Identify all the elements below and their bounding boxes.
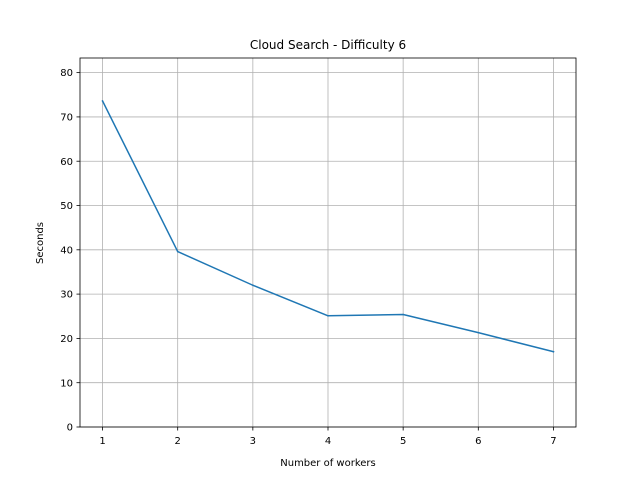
y-tick-label: 40 bbox=[60, 245, 73, 256]
chart-title: Cloud Search - Difficulty 6 bbox=[250, 38, 406, 52]
data-point bbox=[552, 350, 555, 353]
y-tick-label: 20 bbox=[60, 334, 73, 345]
data-point bbox=[402, 313, 404, 316]
y-tick-label: 60 bbox=[60, 157, 73, 168]
x-tick-label: 2 bbox=[175, 436, 181, 447]
y-tick-label: 70 bbox=[60, 113, 73, 124]
plot-lines bbox=[101, 99, 555, 353]
x-axis-ticks: 1 2 3 4 5 6 7 bbox=[99, 427, 557, 447]
y-tick-label: 30 bbox=[60, 290, 73, 301]
x-tick-label: 5 bbox=[400, 436, 406, 447]
data-point bbox=[477, 331, 480, 334]
y-axis-ticks: 0 10 20 30 40 50 60 70 80 bbox=[60, 68, 80, 434]
data-point bbox=[252, 284, 254, 286]
x-axis-label: Number of workers bbox=[280, 458, 375, 469]
x-tick-label: 7 bbox=[550, 436, 556, 447]
y-tick-label: 50 bbox=[60, 201, 73, 212]
x-tick-label: 4 bbox=[325, 436, 331, 447]
x-tick-label: 3 bbox=[250, 436, 256, 447]
y-tick-label: 10 bbox=[60, 378, 73, 389]
grid bbox=[80, 58, 576, 428]
y-tick-label: 80 bbox=[60, 68, 73, 79]
data-point bbox=[176, 250, 179, 253]
x-tick-label: 6 bbox=[475, 436, 481, 447]
y-tick-label: 0 bbox=[67, 423, 73, 434]
data-point bbox=[327, 315, 329, 317]
data-point bbox=[101, 100, 104, 102]
x-tick-label: 1 bbox=[99, 436, 105, 447]
y-axis-label: Seconds bbox=[35, 222, 46, 264]
